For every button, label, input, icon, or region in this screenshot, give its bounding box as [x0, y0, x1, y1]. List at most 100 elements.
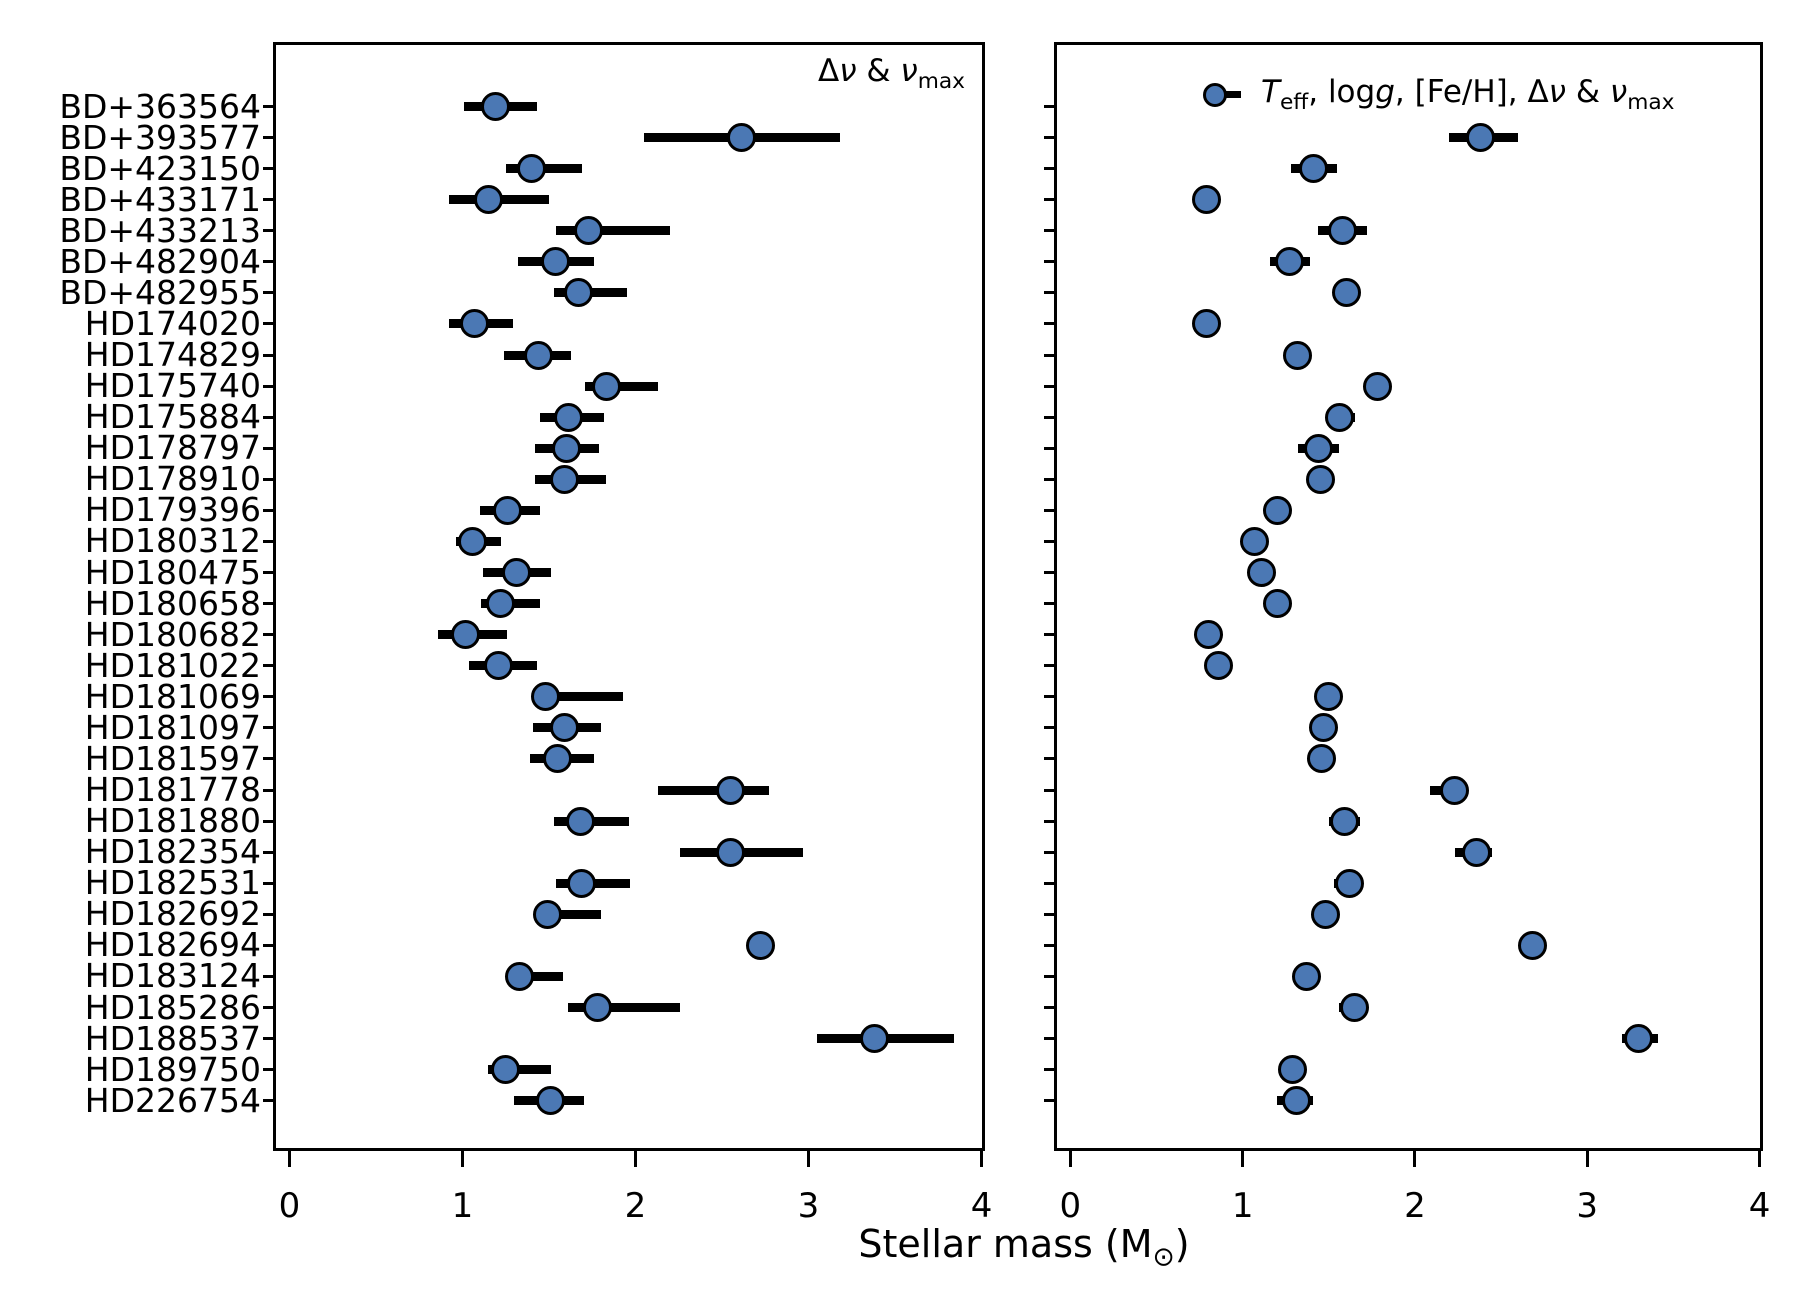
data-point: [460, 309, 490, 339]
data-point: [550, 713, 580, 743]
y-tick-label: HD179396: [84, 490, 261, 530]
data-point: [1204, 651, 1234, 681]
y-tick-mark: [263, 788, 273, 792]
y-tick-mark: [263, 850, 273, 854]
data-point: [1298, 154, 1328, 184]
data-point: [505, 961, 535, 991]
y-tick-mark: [1044, 167, 1054, 171]
data-point: [1465, 123, 1495, 153]
y-tick-label: HD181022: [84, 645, 261, 685]
y-tick-mark: [1044, 571, 1054, 575]
data-point: [532, 899, 562, 929]
x-tick-label: 4: [1748, 1186, 1771, 1226]
y-tick-mark: [1044, 633, 1054, 637]
data-point: [726, 123, 756, 153]
y-tick-label: HD182692: [84, 894, 261, 934]
y-tick-mark: [1044, 819, 1054, 823]
data-point: [553, 402, 583, 432]
y-tick-label: BD+433213: [59, 210, 261, 250]
y-tick-label: BD+393577: [59, 117, 261, 157]
y-tick-label: HD180658: [84, 583, 261, 623]
y-tick-mark: [1044, 664, 1054, 668]
y-tick-label: BD+482904: [59, 241, 261, 281]
x-tick-label: 0: [278, 1186, 301, 1226]
x-tick-label: 1: [451, 1186, 474, 1226]
data-point: [501, 558, 531, 588]
y-tick-label: HD178910: [84, 459, 261, 499]
y-tick-mark: [1044, 260, 1054, 264]
data-point: [492, 495, 522, 525]
data-point: [484, 651, 514, 681]
y-tick-mark: [263, 539, 273, 543]
data-point: [859, 1024, 889, 1054]
data-point: [1303, 433, 1333, 463]
x-tick-label: 2: [624, 1186, 647, 1226]
x-axis-label: Stellar mass (M⊙): [858, 1222, 1190, 1273]
data-point: [1291, 961, 1321, 991]
y-tick-mark: [1044, 415, 1054, 419]
y-tick-mark: [263, 602, 273, 606]
y-tick-label: HD180475: [84, 552, 261, 592]
data-point: [1462, 837, 1492, 867]
y-tick-mark: [263, 260, 273, 264]
y-tick-label: HD182531: [84, 863, 261, 903]
data-point: [517, 154, 547, 184]
x-tick-mark: [1585, 1151, 1589, 1167]
x-tick-mark: [460, 1151, 464, 1167]
data-point: [1307, 744, 1337, 774]
y-tick-label: HD181069: [84, 676, 261, 716]
x-tick-mark: [807, 1151, 810, 1167]
error-bar: [568, 1003, 681, 1013]
data-point: [1247, 558, 1277, 588]
y-tick-mark: [263, 105, 273, 108]
x-tick-label: 3: [1576, 1186, 1599, 1226]
y-tick-label: BD+482955: [59, 272, 261, 312]
x-tick-mark: [1413, 1151, 1417, 1167]
y-tick-mark: [1044, 881, 1054, 885]
y-tick-mark: [1044, 912, 1054, 916]
y-tick-label: HD226754: [84, 1080, 261, 1120]
y-tick-label: HD185286: [84, 987, 261, 1027]
y-tick-mark: [263, 974, 273, 978]
y-tick-label: HD182694: [84, 925, 261, 965]
data-point: [1340, 993, 1370, 1023]
error-bar: [538, 909, 601, 919]
y-tick-label: BD+433171: [59, 179, 261, 219]
y-tick-mark: [1044, 446, 1054, 450]
x-tick-mark: [1241, 1151, 1245, 1167]
y-tick-mark: [1044, 757, 1054, 761]
data-point: [582, 993, 612, 1023]
y-tick-mark: [1044, 602, 1054, 606]
y-tick-label: HD175884: [84, 397, 261, 437]
data-point: [716, 837, 746, 867]
y-tick-mark: [263, 446, 273, 450]
y-tick-mark: [263, 726, 273, 730]
y-tick-mark: [1044, 136, 1054, 140]
data-point: [1331, 278, 1361, 308]
y-tick-mark: [1044, 384, 1054, 388]
data-point: [486, 589, 516, 619]
error-bar: [555, 226, 671, 236]
y-tick-label: HD189750: [84, 1049, 261, 1089]
y-tick-mark: [1044, 1099, 1054, 1103]
y-tick-mark: [263, 1068, 273, 1072]
data-point: [1310, 899, 1340, 929]
error-bar: [507, 971, 563, 981]
y-tick-mark: [1044, 1068, 1054, 1072]
data-point: [543, 744, 573, 774]
y-tick-mark: [1044, 539, 1054, 543]
y-tick-mark: [1044, 322, 1054, 326]
y-tick-mark: [263, 819, 273, 823]
data-point: [716, 775, 746, 805]
data-point: [536, 1086, 566, 1116]
data-point: [1191, 309, 1221, 339]
y-tick-mark: [1044, 508, 1054, 512]
data-point: [591, 371, 621, 401]
data-point: [1240, 526, 1270, 556]
y-tick-label: HD181778: [84, 770, 261, 810]
x-tick-mark: [1758, 1151, 1762, 1167]
y-tick-mark: [1044, 229, 1054, 233]
right-panel-box: [1054, 42, 1763, 1151]
y-tick-label: HD188537: [84, 1018, 261, 1058]
y-tick-mark: [263, 353, 273, 357]
